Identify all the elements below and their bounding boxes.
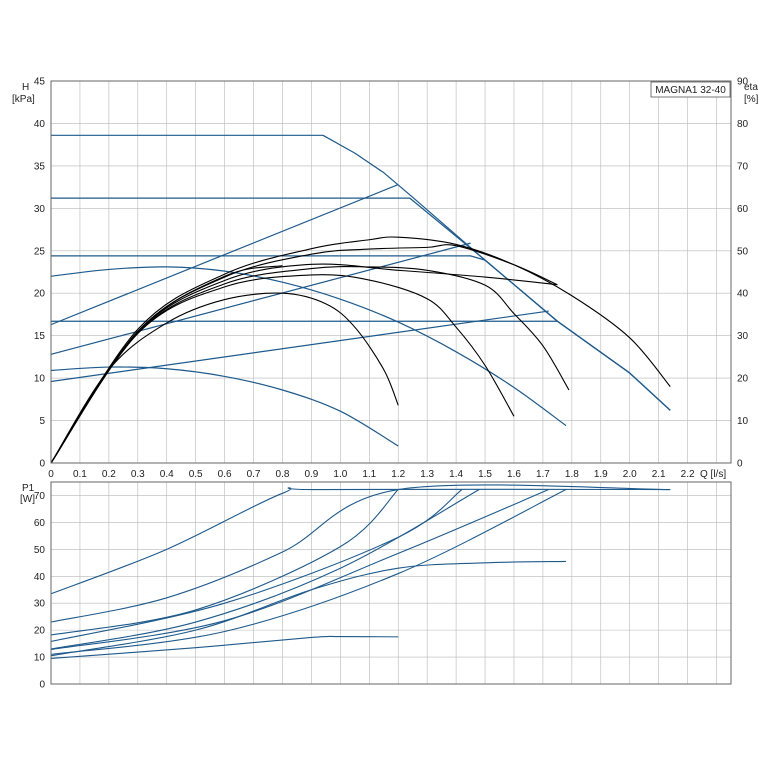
- power-axis-label: P1: [22, 483, 35, 494]
- flow-x-tick-label: 1.3: [420, 469, 434, 480]
- power-y-tick-label: 70: [34, 491, 46, 502]
- flow-x-tick-label: 2.0: [623, 469, 637, 480]
- head-y-tick-label: 15: [34, 331, 46, 342]
- power-y-tick-label: 0: [39, 680, 45, 691]
- eta-y-tick-label: 80: [737, 119, 749, 130]
- head-y-tick-labels: 0 5 10 15 20 25 30 35 40 45: [34, 77, 46, 470]
- power-y-tick-label: 20: [34, 626, 46, 637]
- head-axis-unit: [kPa]: [12, 94, 35, 105]
- head-curve: [50, 366, 399, 447]
- system-curve: [50, 310, 549, 383]
- eta-y-tick-label: 60: [737, 204, 749, 215]
- power-y-tick-label: 10: [34, 653, 46, 664]
- flow-x-tick-label: 0: [48, 469, 54, 480]
- flow-x-tick-label: 0.5: [189, 469, 203, 480]
- chart-title: MAGNA1 32-40: [655, 85, 726, 96]
- eta-y-tick-label: 30: [737, 331, 749, 342]
- head-y-tick-label: 40: [34, 119, 46, 130]
- eta-axis-unit: [%]: [744, 94, 759, 105]
- flow-x-tick-label: 2.2: [681, 469, 695, 480]
- head-axis-label: H: [22, 82, 29, 93]
- power-curve: [50, 489, 463, 642]
- efficiency-curve: [50, 236, 671, 464]
- flow-x-tick-label: 1.2: [391, 469, 405, 480]
- eta-y-tick-label: 40: [737, 289, 749, 300]
- power-curve: [50, 489, 480, 650]
- system-curve: [50, 242, 471, 355]
- head-y-tick-label: 45: [34, 77, 46, 88]
- flow-x-tick-label: 0.8: [276, 469, 290, 480]
- power-curve: [50, 489, 567, 655]
- flow-x-tick-label: 1.4: [449, 469, 463, 480]
- head-curve: [51, 255, 671, 411]
- efficiency-curve: [50, 274, 515, 464]
- power-chart-grid: [51, 482, 731, 684]
- head-y-tick-label: 0: [39, 459, 45, 470]
- head-y-tick-label: 10: [34, 374, 46, 385]
- flow-x-tick-label: 0.1: [73, 469, 87, 480]
- flow-x-tick-label: 0.6: [218, 469, 232, 480]
- power-y-tick-label: 60: [34, 518, 46, 529]
- flow-x-tick-label: 2.1: [652, 469, 666, 480]
- eta-y-tick-label: 0: [737, 459, 743, 470]
- flow-x-tick-label: 1.0: [333, 469, 347, 480]
- flow-axis-label: Q [l/s]: [700, 469, 726, 480]
- power-curve: [50, 484, 671, 623]
- power-chart-series: [50, 484, 671, 659]
- flow-x-tick-label: 1.6: [507, 469, 521, 480]
- head-y-tick-label: 30: [34, 204, 46, 215]
- model-title-box: [650, 81, 731, 98]
- flow-x-tick-label: 1.1: [362, 469, 376, 480]
- power-curve: [50, 487, 671, 595]
- system-curve: [50, 184, 399, 326]
- flow-x-tick-label: 1.8: [565, 469, 579, 480]
- eta-y-tick-label: 50: [737, 246, 749, 257]
- eta-y-tick-labels: 0 10 20 30 40 50 60 70 80 90: [737, 77, 749, 470]
- head-y-tick-label: 35: [34, 161, 46, 172]
- head-y-tick-label: 25: [34, 246, 46, 257]
- head-y-tick-label: 5: [39, 416, 45, 427]
- flow-x-tick-label: 1.9: [594, 469, 608, 480]
- head-chart-frame: [50, 80, 732, 464]
- power-y-tick-label: 40: [34, 572, 46, 583]
- flow-x-tick-label: 1.7: [536, 469, 550, 480]
- eta-axis-label: eta: [744, 82, 758, 93]
- head-curve: [50, 266, 567, 427]
- flow-x-tick-label: 0.9: [304, 469, 318, 480]
- efficiency-curve: [50, 265, 283, 464]
- flow-x-tick-label: 0.3: [131, 469, 145, 480]
- flow-x-tick-label: 1.5: [478, 469, 492, 480]
- power-curve: [50, 489, 399, 636]
- power-y-tick-label: 30: [34, 599, 46, 610]
- head-chart-series: [50, 134, 671, 464]
- power-curve: [50, 560, 567, 657]
- power-curve: [50, 635, 399, 659]
- eta-y-tick-label: 20: [737, 374, 749, 385]
- head-y-tick-label: 20: [34, 289, 46, 300]
- power-y-tick-labels: 0 10 20 30 40 50 60 70: [34, 491, 46, 691]
- eta-y-tick-label: 90: [737, 77, 749, 88]
- flow-x-tick-label: 0.4: [160, 469, 174, 480]
- eta-y-tick-label: 70: [737, 161, 749, 172]
- flow-x-tick-labels: 0 0.1 0.2 0.3 0.4 0.5 0.6 0.7 0.8 0.9 1.0 1.1 1.2 1.3…: [48, 469, 695, 480]
- power-chart-frame: [50, 481, 732, 685]
- eta-y-tick-label: 10: [737, 416, 749, 427]
- power-y-tick-label: 50: [34, 545, 46, 556]
- power-axis-unit: [W]: [20, 494, 35, 505]
- flow-x-tick-label: 0.2: [102, 469, 116, 480]
- flow-x-tick-label: 0.7: [247, 469, 261, 480]
